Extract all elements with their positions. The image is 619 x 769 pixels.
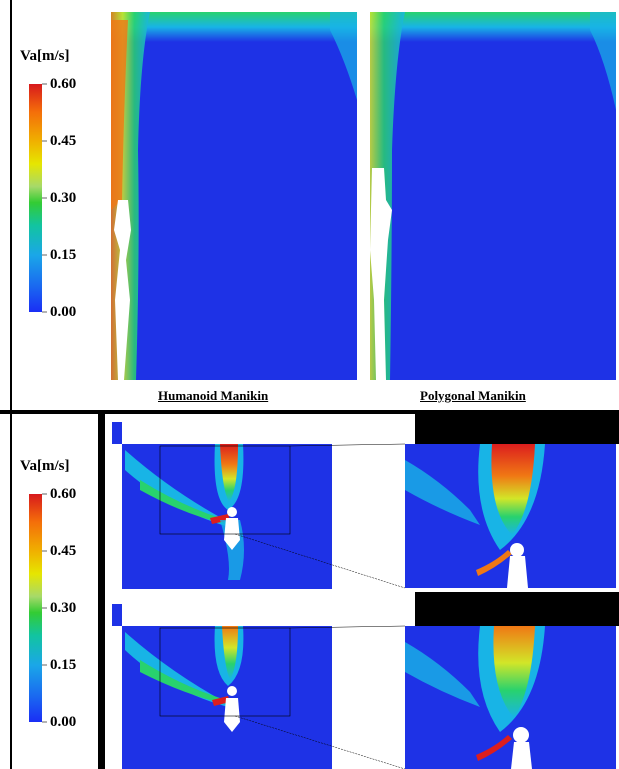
bottom-panel-top-border — [0, 410, 619, 414]
row1-zoom-black-bar — [415, 414, 619, 444]
top-colorbar-tick: 0.30 — [50, 190, 77, 206]
caption-humanoid-manikin: Humanoid Manikin — [158, 388, 269, 403]
top-colorbar-title: Va[m/s] — [20, 48, 70, 64]
top-colorbar-tick: 0.60 — [50, 76, 77, 92]
top-colorbar-tick: 0.00 — [50, 304, 77, 320]
top-colorbar-tick: 0.15 — [50, 247, 77, 263]
bottom-colorbar-tick: 0.60 — [50, 486, 77, 502]
bottom-colorbar-title: Va[m/s] — [20, 458, 70, 474]
bottom-colorbar-tick: 0.30 — [50, 600, 77, 616]
bottom-colorbar-tick: 0.00 — [50, 714, 77, 730]
caption-polygonal-manikin: Polygonal Manikin — [420, 388, 526, 403]
bottom-colorbar-tick: 0.45 — [50, 543, 77, 559]
bottom-colorbar — [29, 493, 47, 723]
bottom-panel-divider — [98, 414, 105, 769]
humanoid-contour-plot — [111, 12, 357, 380]
top-colorbar-tick: 0.45 — [50, 133, 77, 149]
bottom-panel-left-border — [10, 410, 12, 769]
top-panel: Va[m/s] 0.60 0.45 0.30 0.15 0.00 — [10, 0, 616, 410]
top-panel-left-border — [10, 0, 12, 410]
polygonal-contour-plot — [370, 12, 616, 380]
bottom-panel: Va[m/s] 0.60 0.45 0.30 0.15 0.00 — [0, 410, 619, 769]
bottom-contour-plots — [112, 414, 619, 769]
row2-zoom-black-bar — [415, 592, 619, 626]
top-colorbar — [29, 83, 47, 313]
bottom-colorbar-tick: 0.15 — [50, 657, 77, 673]
